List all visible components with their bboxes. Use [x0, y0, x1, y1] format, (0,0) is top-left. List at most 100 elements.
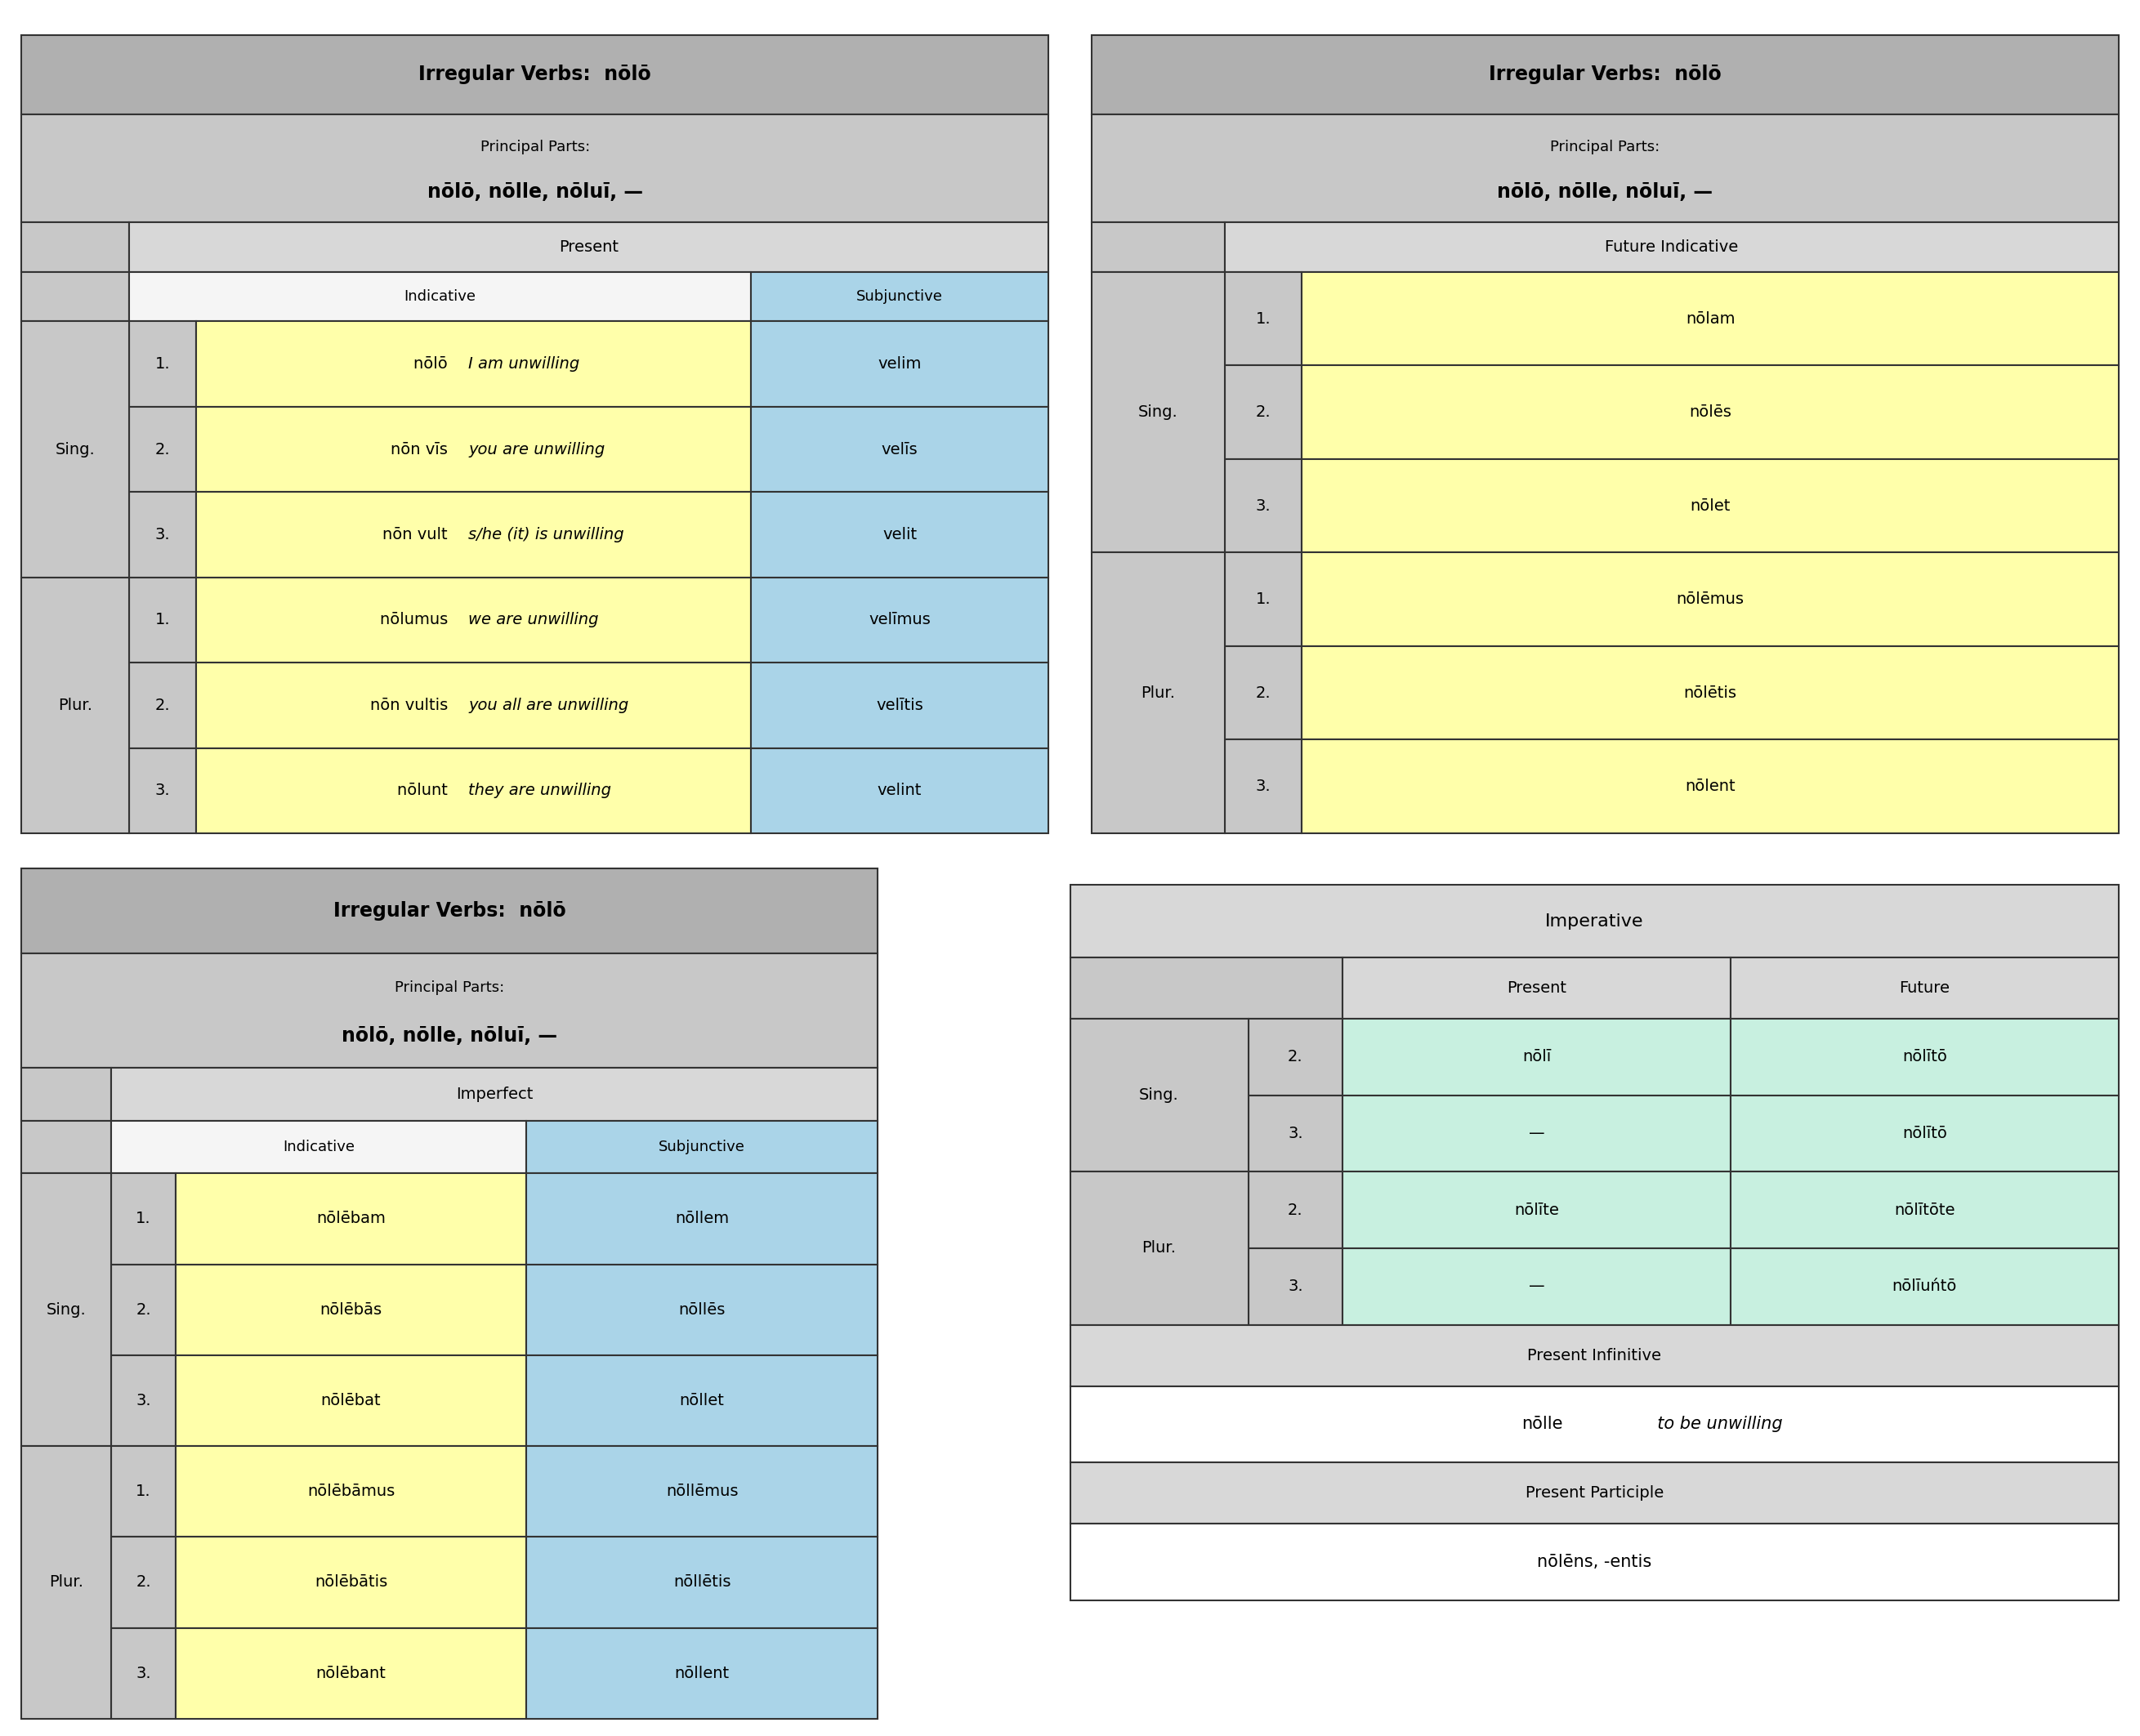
Text: 1.: 1. [135, 1484, 152, 1500]
Text: 3.: 3. [1256, 779, 1271, 795]
Bar [1224, 273, 1301, 366]
Bar [21, 1068, 111, 1121]
Bar [1091, 35, 2119, 115]
Bar [128, 273, 751, 321]
Text: Irregular Verbs:  nōlō: Irregular Verbs: nōlō [334, 901, 565, 920]
Bar [21, 578, 128, 833]
Text: 2.: 2. [154, 441, 171, 457]
Bar [1342, 1095, 1731, 1172]
Bar [1342, 1172, 1731, 1248]
Text: Plur.: Plur. [1143, 1241, 1177, 1257]
Text: —: — [1528, 1125, 1545, 1141]
Text: you all are unwilling: you all are unwilling [469, 698, 629, 713]
Text: they are unwilling: they are unwilling [469, 783, 612, 799]
Text: Sing.: Sing. [56, 441, 96, 457]
Text: 2.: 2. [154, 698, 171, 713]
Text: Sing.: Sing. [1138, 1087, 1179, 1102]
Bar [1224, 740, 1301, 833]
Bar [21, 321, 128, 578]
Bar [175, 1446, 526, 1536]
Text: Principal Parts:: Principal Parts: [394, 981, 505, 995]
Bar [1070, 1463, 2119, 1524]
Text: velim: velim [877, 356, 922, 372]
Bar [21, 1121, 111, 1174]
Text: 2.: 2. [135, 1302, 152, 1318]
Bar [1301, 458, 2119, 552]
Text: nōlam: nōlam [1686, 311, 1736, 326]
Bar [1248, 1019, 1342, 1095]
Bar [128, 406, 197, 491]
Text: 3.: 3. [1288, 1125, 1303, 1141]
Bar [1301, 366, 2119, 458]
Text: 1.: 1. [154, 613, 171, 628]
Bar [1070, 1524, 2119, 1601]
Bar [128, 748, 197, 833]
Text: nōlēs: nōlēs [1688, 404, 1731, 420]
Bar [128, 663, 197, 748]
Text: Irregular Verbs:  nōlō: Irregular Verbs: nōlō [1489, 64, 1721, 85]
Text: we are unwilling: we are unwilling [469, 613, 599, 628]
Text: Imperfect: Imperfect [456, 1087, 533, 1102]
Bar [526, 1628, 877, 1719]
Text: nōllētis: nōllētis [674, 1575, 730, 1590]
Text: nōlēns, -entis: nōlēns, -entis [1537, 1554, 1652, 1571]
Bar [751, 273, 1049, 321]
Bar [175, 1628, 526, 1719]
Bar [1301, 740, 2119, 833]
Text: velit: velit [882, 528, 916, 542]
Bar [1091, 115, 2119, 222]
Text: nōllēs: nōllēs [678, 1302, 725, 1318]
Bar [111, 1628, 175, 1719]
Text: 3.: 3. [135, 1665, 152, 1680]
Text: nōlēbāmus: nōlēbāmus [308, 1484, 394, 1500]
Text: Indicative: Indicative [282, 1139, 355, 1154]
Text: velint: velint [877, 783, 922, 799]
Bar [111, 1174, 175, 1264]
Bar [751, 491, 1049, 578]
Bar [1224, 458, 1301, 552]
Bar [1342, 1019, 1731, 1095]
Text: nōlēbam: nōlēbam [317, 1212, 385, 1227]
Text: 3.: 3. [1288, 1279, 1303, 1295]
Text: 1.: 1. [1256, 592, 1271, 608]
Bar [1248, 1248, 1342, 1325]
Bar [526, 1446, 877, 1536]
Text: 2.: 2. [1256, 404, 1271, 420]
Text: nōlō: nōlō [413, 356, 462, 372]
Text: 3.: 3. [1256, 498, 1271, 514]
Text: 2.: 2. [1288, 1203, 1303, 1217]
Text: Imperative: Imperative [1545, 913, 1644, 929]
Bar [1070, 957, 1342, 1019]
Bar [1070, 885, 2119, 957]
Bar [111, 1068, 877, 1121]
Text: nōlētis: nōlētis [1684, 686, 1738, 701]
Text: nōn vīs: nōn vīs [392, 441, 462, 457]
Bar [1248, 1095, 1342, 1172]
Text: nōlet: nōlet [1691, 498, 1731, 514]
Text: —: — [1528, 1279, 1545, 1295]
Text: nōllēmus: nōllēmus [666, 1484, 738, 1500]
Bar [751, 663, 1049, 748]
Bar [111, 1356, 175, 1446]
Text: nōlī: nōlī [1522, 1049, 1551, 1064]
Text: nōn vult: nōn vult [383, 528, 462, 542]
Bar [21, 1174, 111, 1446]
Bar [128, 321, 197, 406]
Bar [1091, 273, 1224, 552]
Bar [751, 321, 1049, 406]
Text: nōlīte: nōlīte [1515, 1203, 1560, 1217]
Text: you are unwilling: you are unwilling [469, 441, 606, 457]
Text: 3.: 3. [154, 783, 171, 799]
Bar [1342, 957, 1731, 1019]
Bar [1070, 1019, 1248, 1172]
Bar [111, 1121, 526, 1174]
Text: nōlītōte: nōlītōte [1894, 1203, 1956, 1217]
Bar [21, 35, 1049, 115]
Bar [21, 1446, 111, 1719]
Text: nōllet: nōllet [681, 1392, 723, 1408]
Text: Principal Parts:: Principal Parts: [1549, 139, 1661, 155]
Bar [111, 1536, 175, 1628]
Bar [175, 1174, 526, 1264]
Text: Future: Future [1900, 981, 1950, 996]
Text: nōlent: nōlent [1684, 779, 1736, 795]
